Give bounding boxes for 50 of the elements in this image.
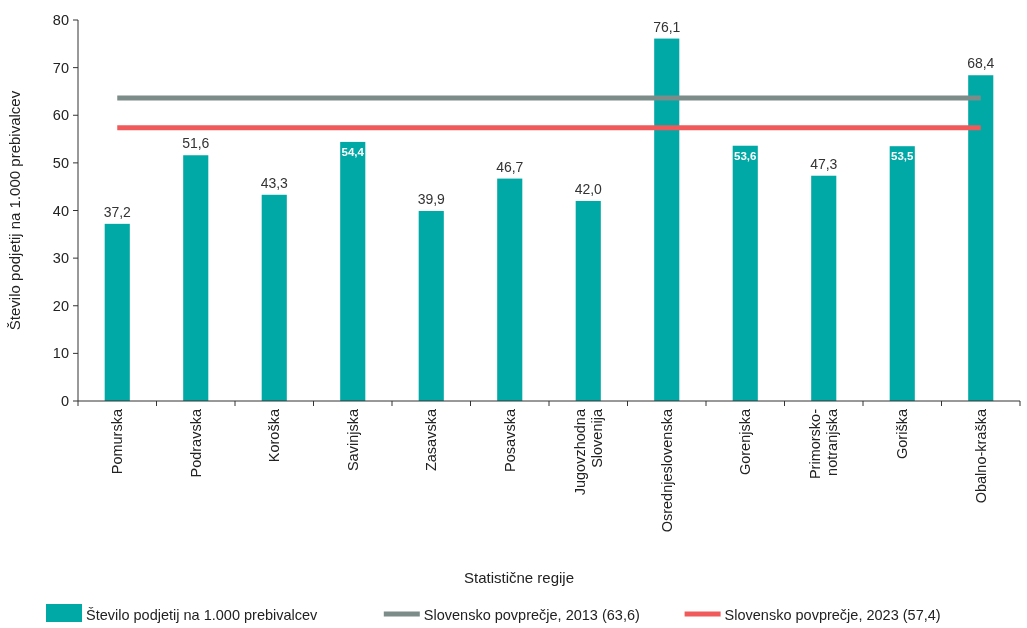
bar [104,223,130,401]
data-label: 54,4 [341,145,365,158]
y-tick-label: 80 [52,12,69,28]
legend-label: Slovensko povprečje, 2013 (63,6) [423,607,640,623]
bar [183,155,209,401]
bar [418,210,444,401]
x-tick-label: Goriška [894,408,911,459]
y-tick-label: 60 [52,107,69,124]
x-tick-label: Savinjska [344,408,361,472]
data-label: 47,3 [810,155,838,172]
data-label: 46,7 [496,158,524,175]
bar [968,75,994,401]
data-label: 68,4 [967,55,995,72]
bar [889,146,915,401]
y-tick-label: 20 [52,297,69,314]
data-label: 39,9 [417,190,446,207]
x-tick-label: Koroška [266,408,283,463]
data-label: 76,1 [653,18,681,35]
x-tick-label: Posavska [501,408,518,472]
y-tick-label: 40 [52,202,69,219]
x-tick-label: Gorenjska [737,408,754,476]
data-label: 53,5 [891,150,915,163]
bar [654,38,680,401]
y-tick-label: 10 [52,345,69,362]
legend-label: Število podjetij na 1.000 prebivalcev [86,607,319,623]
y-tick-label: 50 [52,154,69,171]
bar [497,178,523,401]
x-tick-label: Pomurska [109,408,126,475]
x-tick-label: Obalno-kraška [972,408,989,504]
bar [261,194,287,401]
data-label: 53,6 [734,149,757,162]
x-tick-label: Primorsko-notranjska [807,408,841,480]
data-label: 37,2 [103,203,132,220]
bar [340,141,366,401]
bar [732,145,758,401]
data-label: 43,3 [260,174,289,191]
y-tick-label: 70 [52,59,69,76]
bar [575,200,601,401]
x-tick-label: Osrednjeslovenska [658,408,675,533]
data-label: 42,0 [574,180,603,197]
bar [811,175,837,401]
y-tick-label: 0 [60,393,69,409]
data-label: 51,6 [182,135,210,152]
x-tick-label: Jugovzhodna Slovenija [571,408,605,496]
x-axis-title: Statistične regije [463,569,575,586]
y-axis-title: Število podjetij na 1.000 prebivalcev [6,90,23,331]
x-tick-label: Podravska [187,408,204,478]
legend-label: Slovensko povprečje, 2023 (57,4) [724,607,941,623]
y-tick-label: 30 [52,250,69,267]
x-tick-label: Zasavska [423,408,440,472]
